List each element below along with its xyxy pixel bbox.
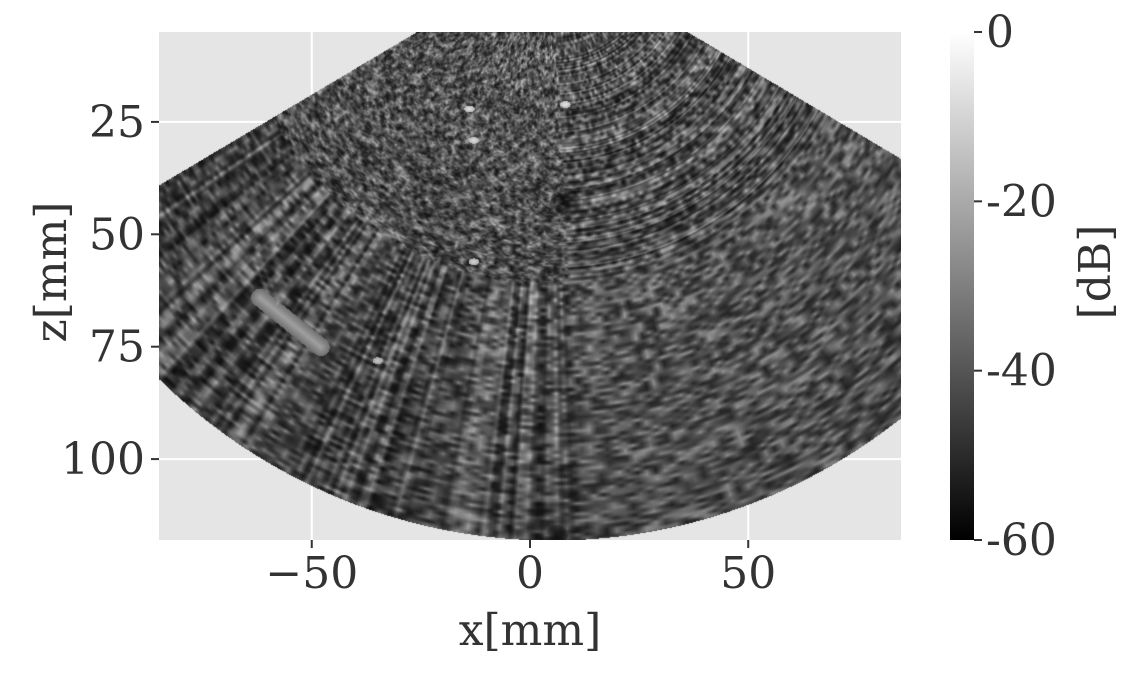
colorbar-tick-label: -20 bbox=[986, 176, 1057, 227]
x-tick-label: 50 bbox=[720, 548, 776, 599]
colorbar-tick-label: -60 bbox=[986, 515, 1057, 566]
x-axis-label: x[mm] bbox=[459, 605, 602, 656]
x-tick-label: −50 bbox=[265, 548, 358, 599]
y-tick-label: 75 bbox=[89, 322, 145, 373]
colorbar-label: [dB] bbox=[1070, 225, 1121, 320]
x-tick-label: 0 bbox=[516, 548, 544, 599]
colorbar-tick-label: 0 bbox=[986, 7, 1014, 58]
y-tick-label: 50 bbox=[89, 209, 145, 260]
y-tick-label: 100 bbox=[61, 434, 145, 485]
y-axis-ticks: 25 50 75 100 bbox=[61, 97, 159, 485]
colorbar bbox=[950, 32, 974, 540]
colorbar-tick-label: -40 bbox=[986, 346, 1057, 397]
colorbar-ticks: 0 -20 -40 -60 bbox=[974, 7, 1057, 566]
y-axis-label: z[mm] bbox=[26, 202, 77, 343]
x-axis-ticks: −50 0 50 bbox=[265, 540, 776, 599]
ultrasound-sector-image bbox=[159, 32, 901, 540]
y-tick-label: 25 bbox=[89, 97, 145, 148]
